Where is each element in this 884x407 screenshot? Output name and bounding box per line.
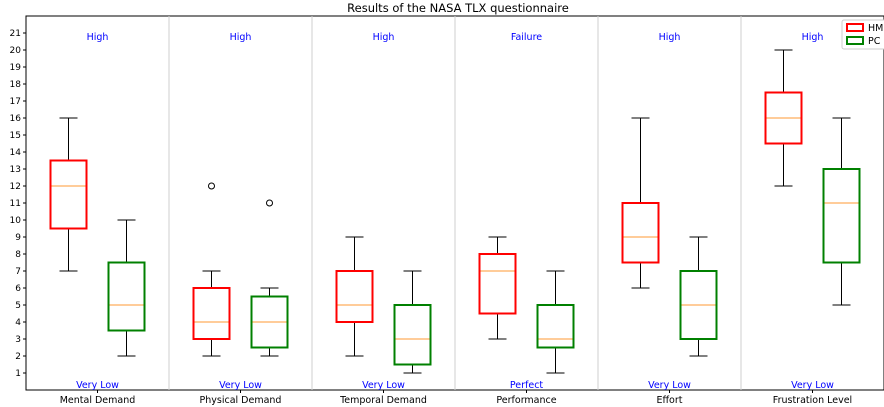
box-pc <box>679 236 718 357</box>
y-tick-label: 20 <box>10 46 22 56</box>
legend-swatch-hm <box>846 23 864 32</box>
top-annotation: High <box>87 32 109 43</box>
iqr-box <box>679 270 718 340</box>
y-tick-label: 7 <box>15 267 21 277</box>
y-tick-label: 12 <box>10 182 21 192</box>
x-tick-label: Performance <box>496 395 556 406</box>
y-tick-label: 10 <box>10 216 22 226</box>
x-tick-label: Temporal Demand <box>339 395 427 406</box>
x-tick-label: Mental Demand <box>60 395 136 406</box>
iqr-box <box>621 202 660 264</box>
iqr-box <box>764 91 803 145</box>
y-tick-label: 13 <box>10 165 21 175</box>
legend-label-hm: HM <box>868 23 883 34</box>
x-tick-label: Effort <box>657 395 683 406</box>
iqr-box <box>49 159 88 230</box>
box-pc <box>536 270 575 374</box>
y-tick-label: 6 <box>15 284 21 294</box>
y-tick-label: 9 <box>15 233 21 243</box>
box-pc <box>250 199 289 357</box>
box-hm <box>478 236 517 340</box>
y-tick-label: 11 <box>10 199 21 209</box>
chart-title: Results of the NASA TLX questionnaire <box>347 1 569 15</box>
bottom-annotation: Very Low <box>362 380 405 391</box>
x-tick-label: Physical Demand <box>200 395 282 406</box>
y-tick-label: 16 <box>10 114 22 124</box>
y-tick-label: 3 <box>15 335 21 345</box>
legend-label-pc: PC <box>868 36 881 47</box>
bottom-annotation: Very Low <box>648 380 691 391</box>
iqr-box <box>192 287 231 340</box>
y-tick-label: 14 <box>10 148 22 158</box>
top-annotation: Failure <box>511 32 542 43</box>
box-hm <box>621 117 660 289</box>
iqr-box <box>478 253 517 315</box>
bottom-annotation: Very Low <box>791 380 834 391</box>
iqr-box <box>536 304 575 349</box>
plot-area: 123456789101112131415161718192021Mental … <box>10 15 884 406</box>
legend-swatch-pc <box>846 36 864 45</box>
top-annotation: High <box>802 32 824 43</box>
box-hm <box>764 49 803 187</box>
y-tick-label: 8 <box>15 250 21 260</box>
top-annotation: High <box>373 32 395 43</box>
bottom-annotation: Perfect <box>510 380 544 391</box>
y-tick-label: 19 <box>10 63 22 73</box>
box-pc <box>107 219 146 357</box>
box-hm <box>49 117 88 272</box>
top-annotation: High <box>230 32 252 43</box>
outlier-point <box>266 199 273 207</box>
top-annotation: High <box>659 32 681 43</box>
y-tick-label: 2 <box>15 352 21 362</box>
outlier-point <box>208 182 215 190</box>
box-pc <box>393 270 432 374</box>
box-hm <box>192 182 231 357</box>
iqr-box <box>822 168 861 264</box>
y-tick-label: 15 <box>10 131 21 141</box>
iqr-box <box>250 295 289 349</box>
iqr-box <box>107 261 146 332</box>
box-hm <box>335 236 374 357</box>
iqr-box <box>393 304 432 366</box>
y-tick-label: 4 <box>15 318 21 328</box>
y-tick-label: 5 <box>15 301 21 311</box>
x-tick-label: Frustration Level <box>773 395 852 406</box>
y-tick-label: 21 <box>10 29 21 39</box>
bottom-annotation: Very Low <box>219 380 262 391</box>
legend-frame <box>841 19 884 50</box>
y-tick-label: 18 <box>10 80 22 90</box>
y-tick-label: 1 <box>15 369 21 379</box>
bottom-annotation: Very Low <box>76 380 119 391</box>
box-pc <box>822 117 861 306</box>
iqr-box <box>335 270 374 323</box>
y-tick-label: 17 <box>10 97 21 107</box>
legend: HM PC <box>841 19 884 50</box>
